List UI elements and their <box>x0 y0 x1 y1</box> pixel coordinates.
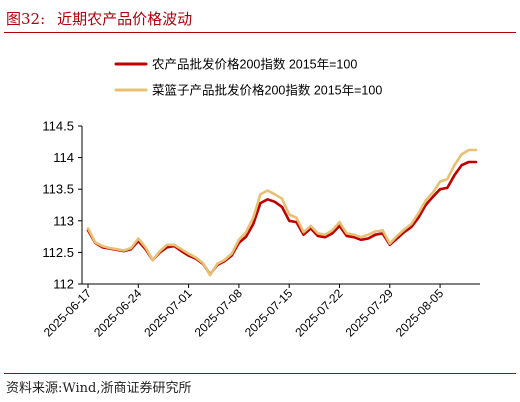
x-tick-label: 2025-08-05 <box>393 286 447 340</box>
x-tick-label: 2025-07-15 <box>242 286 296 340</box>
x-tick-label: 2025-07-08 <box>192 286 246 340</box>
y-tick-label: 113 <box>53 213 74 228</box>
y-tick-label: 112 <box>53 277 74 292</box>
y-tick-label: 114.5 <box>42 119 74 134</box>
y-tick-label: 114 <box>53 150 74 165</box>
footer-rule <box>4 373 516 374</box>
series-lines <box>86 148 478 277</box>
x-tick-label: 2025-06-17 <box>41 286 95 340</box>
legend-label-1: 农产品批发价格200指数 2015年=100 <box>152 57 357 72</box>
series-line-1 <box>86 160 478 276</box>
y-tick-label: 113.5 <box>42 182 74 197</box>
line-chart: 农产品批发价格200指数 2015年=100 菜篮子产品批发价格200指数 201… <box>41 57 480 340</box>
figure-title: 近期农产品价格波动 <box>57 9 193 28</box>
x-tick-label: 2025-07-29 <box>343 286 397 340</box>
legend: 农产品批发价格200指数 2015年=100 菜篮子产品批发价格200指数 201… <box>114 57 382 98</box>
legend-label-2: 菜篮子产品批发价格200指数 2015年=100 <box>152 83 382 98</box>
series-line-2 <box>86 148 478 277</box>
y-tick-label: 112.5 <box>42 245 74 260</box>
figure-header: 图32: 近期农产品价格波动 <box>6 6 192 30</box>
axes: 112112.5113113.5114114.52025-06-172025-0… <box>41 119 480 340</box>
title-rule <box>4 32 516 33</box>
x-tick-label: 2025-07-22 <box>292 286 346 340</box>
figure-label: 图32: <box>6 9 46 28</box>
x-tick-label: 2025-06-24 <box>91 286 145 340</box>
x-tick-label: 2025-07-01 <box>141 286 195 340</box>
source-note: 资料来源:Wind,浙商证券研究所 <box>6 381 192 396</box>
